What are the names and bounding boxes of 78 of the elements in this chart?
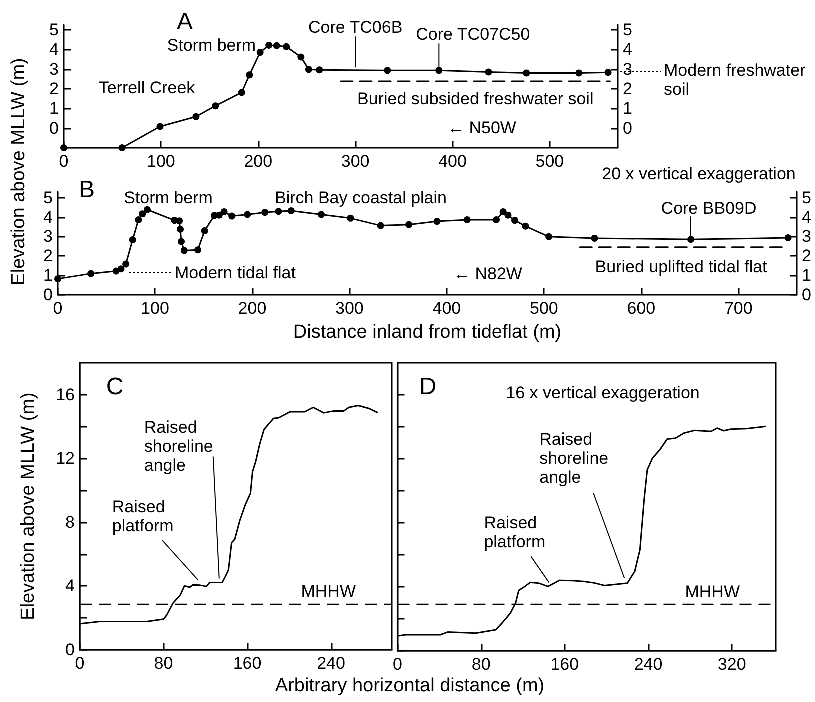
x-tick-label: 200	[238, 299, 267, 318]
y-tick-label: 0	[66, 640, 75, 660]
annotation: Core TC06B	[308, 18, 403, 38]
y-tick-label: 2	[50, 79, 59, 98]
x-tick-label: 80	[154, 654, 174, 673]
y-tick-label: 0	[50, 118, 59, 138]
y2-tick-label: 1	[623, 99, 632, 118]
annotation: Modern tidal flat	[175, 264, 296, 282]
x-tick-label: 100	[147, 152, 176, 171]
x-tick-label: 240	[317, 654, 346, 673]
annotation: Raised platform	[112, 497, 174, 536]
x-tick-label: 600	[627, 299, 656, 318]
annotation: Terrell Creek	[98, 78, 196, 98]
ref-line-label: MHHW	[685, 582, 740, 602]
y2-tick-label: 0	[802, 286, 812, 304]
y2-tick-label: 4	[802, 208, 812, 227]
annotation: B	[78, 176, 96, 204]
y-tick-label: 5	[44, 188, 53, 208]
annotation: Raised shoreline angle	[540, 430, 614, 487]
x-axis-title: Arbitrary horizontal distance (m)	[275, 676, 545, 696]
y-tick-label: 1	[44, 266, 53, 286]
y2-tick-label: 1	[802, 266, 812, 286]
y-axis-title: Elevation above MLLW (m)	[8, 58, 30, 286]
annotation: C	[106, 374, 124, 400]
x-tick-label: 200	[244, 152, 273, 171]
y-tick-label: 5	[50, 20, 59, 40]
y-tick-label: 4	[66, 576, 75, 596]
y2-tick-label: 4	[623, 40, 632, 60]
annotation: Core BB09D	[661, 199, 757, 218]
y-tick-label: 4	[44, 208, 53, 227]
x-tick-label: 160	[550, 655, 580, 674]
y-tick-label: 3	[50, 60, 59, 79]
y2-tick-label: 5	[802, 188, 812, 208]
annotation: Storm berm	[124, 188, 213, 208]
text: Modern freshwater soil	[664, 61, 810, 99]
x-tick-label: 240	[634, 655, 663, 674]
annotation: ← N50W	[448, 118, 516, 138]
annotation: Core TC07C50	[416, 25, 530, 44]
x-tick-label: 100	[141, 299, 170, 318]
y-tick-label: 2	[44, 246, 53, 266]
x-tick-label: 80	[472, 655, 491, 674]
legend-label: Buried uplifted tidal flat	[595, 257, 768, 276]
x-tick-label: 500	[530, 299, 558, 318]
x-tick-label: 320	[718, 655, 746, 674]
y2-tick-label: 0	[623, 118, 632, 138]
x-axis-title: Distance inland from tideflat (m)	[293, 322, 562, 343]
x-tick-label: 300	[341, 152, 370, 171]
x-tick-label: 400	[432, 299, 462, 318]
y-tick-label: 16	[56, 385, 75, 404]
y-tick-label: 12	[56, 449, 75, 468]
y2-tick-label: 3	[802, 227, 812, 246]
y-tick-label: 3	[44, 227, 53, 246]
x-tick-label: 160	[233, 654, 262, 673]
y-axis-title: Elevation above MLLW (m)	[18, 392, 39, 620]
annotation: ← N82W	[454, 264, 522, 284]
text: 20 x vertical exaggeration	[602, 164, 796, 184]
annotation: Raised shoreline angle	[144, 418, 218, 476]
annotation: Birch Bay coastal plain	[275, 188, 447, 208]
x-tick-label: 700	[724, 299, 753, 318]
y2-tick-label: 2	[623, 79, 632, 98]
legend-label: Buried subsided freshwater soil	[357, 89, 594, 108]
x-tick-label: 300	[336, 299, 364, 318]
y-tick-label: 1	[50, 99, 59, 118]
y-tick-label: 4	[50, 40, 59, 60]
y-tick-label: 8	[66, 512, 75, 532]
y2-tick-label: 2	[802, 246, 812, 266]
ref-line-label: MHHW	[301, 582, 356, 601]
annotation: D	[419, 374, 437, 400]
x-tick-label: 0	[392, 655, 402, 674]
annotation: A	[176, 8, 194, 36]
y2-tick-label: 5	[623, 20, 632, 40]
x-tick-label: 400	[438, 152, 467, 171]
annotation: Storm berm	[167, 36, 256, 55]
x-tick-label: 500	[536, 152, 564, 171]
annotation: Raised platform	[484, 514, 546, 552]
annotation: 16 x vertical exaggeration	[506, 384, 700, 402]
y2-tick-label: 3	[623, 60, 632, 79]
y-tick-label: 0	[44, 286, 53, 304]
